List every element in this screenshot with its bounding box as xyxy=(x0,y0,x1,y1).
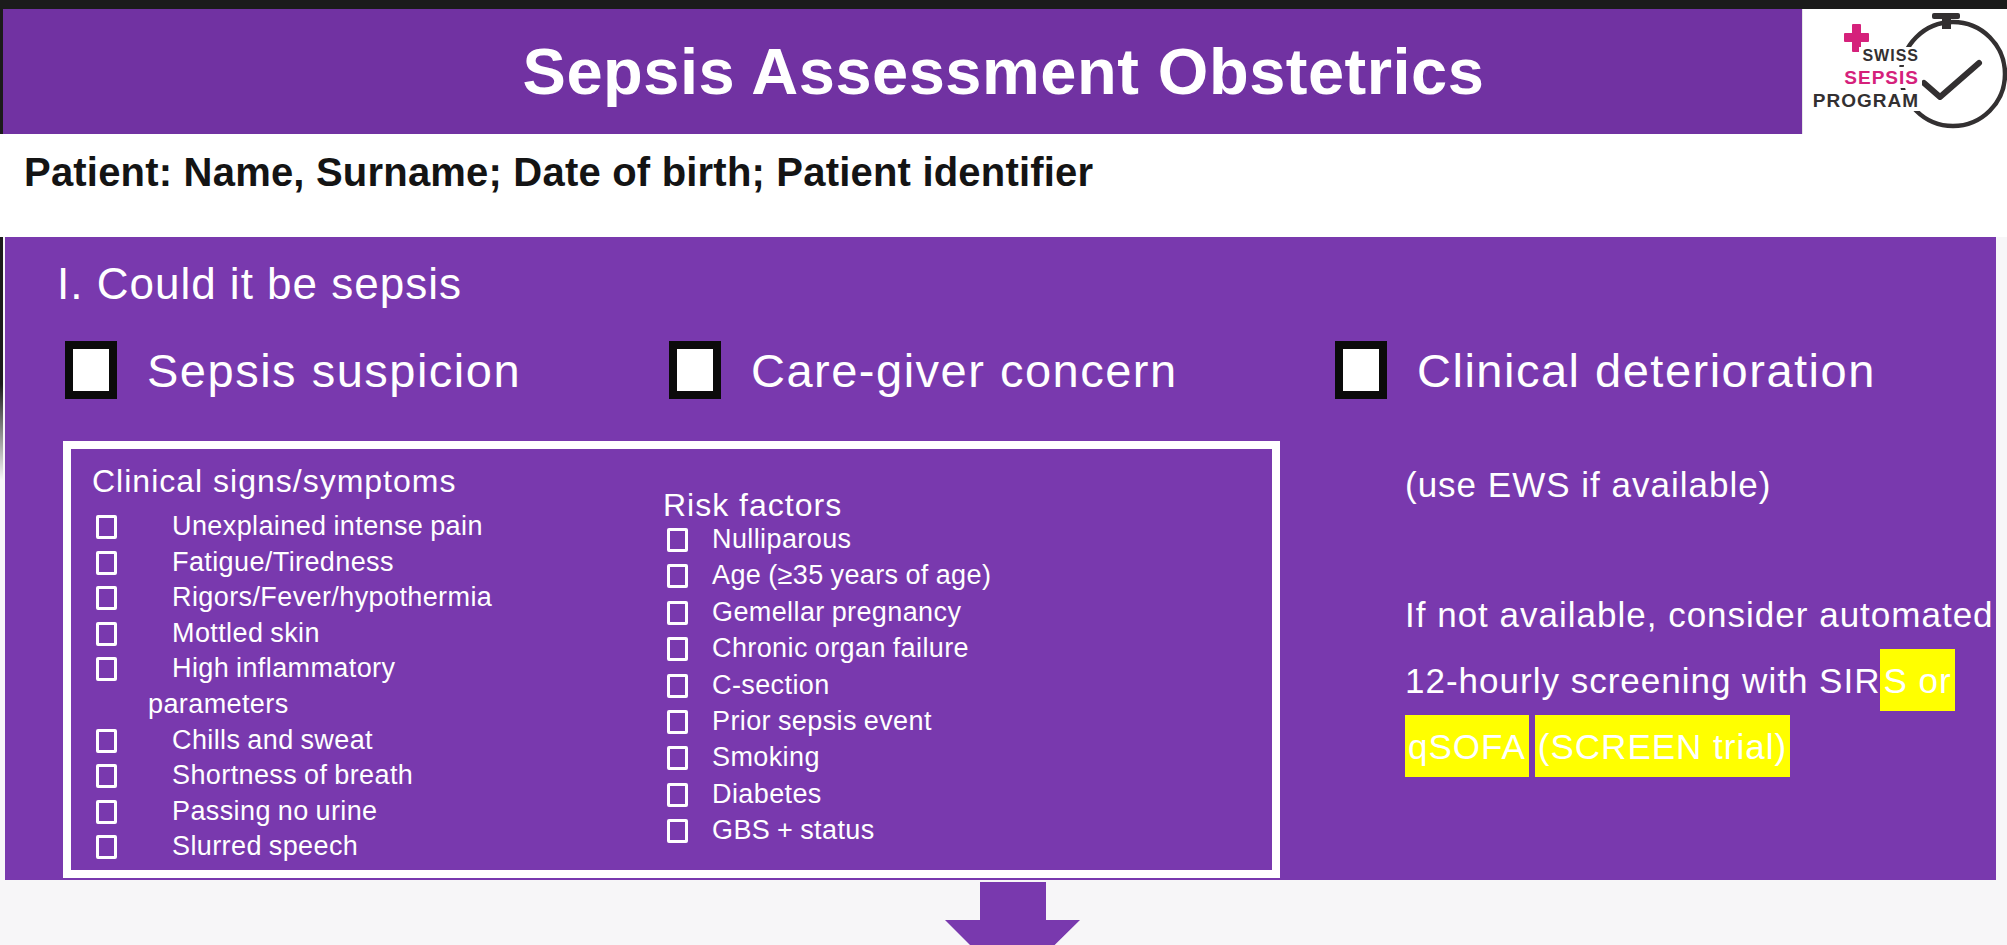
list-item: C-section xyxy=(667,668,991,704)
logo-word-swiss: SWISS xyxy=(1859,47,1922,65)
item-label: Smoking xyxy=(712,740,820,774)
could-it-be-sepsis-panel: I. Could it be sepsis Sepsis suspicion C… xyxy=(5,237,1996,880)
logo-word-program: PROGRAM xyxy=(1810,90,1922,111)
item-checkbox[interactable] xyxy=(667,528,688,552)
clinical-signs-heading: Clinical signs/symptoms xyxy=(92,463,456,500)
item-label: Shortness of breath xyxy=(172,758,413,792)
care-giver-concern-label: Care-giver concern xyxy=(751,343,1178,398)
ews-note: (use EWS if available) xyxy=(1405,465,1771,505)
item-checkbox[interactable] xyxy=(96,729,117,753)
item-label: Fatigue/Tiredness xyxy=(172,545,394,579)
swiss-sepsis-program-logo: SWISS SEPSIS PROGRAM xyxy=(1802,9,2007,137)
item-label: Chronic organ failure xyxy=(712,631,969,665)
screening-line1: If not available, consider automated xyxy=(1405,595,1994,634)
checkbox-group-care-giver-concern: Care-giver concern xyxy=(669,341,1178,399)
risk-factors-list: Nulliparous Age (≥35 years of age) Gemel… xyxy=(667,522,991,850)
item-checkbox[interactable] xyxy=(667,783,688,807)
list-item: Smoking xyxy=(667,740,991,776)
item-label: Prior sepsis event xyxy=(712,704,932,738)
list-item: Slurred speech xyxy=(96,829,492,865)
item-label: Gemellar pregnancy xyxy=(712,595,961,629)
item-checkbox[interactable] xyxy=(96,657,117,681)
clinical-deterioration-label: Clinical deterioration xyxy=(1417,343,1876,398)
list-item: Chills and sweat xyxy=(96,723,492,759)
list-item: Gemellar pregnancy xyxy=(667,595,991,631)
list-item: Passing no urine xyxy=(96,794,492,830)
item-label: GBS + status xyxy=(712,813,875,847)
item-checkbox[interactable] xyxy=(96,586,117,610)
list-item: High inflammatory xyxy=(96,651,492,687)
section-heading: I. Could it be sepsis xyxy=(57,259,462,309)
page-title: Sepsis Assessment Obstetrics xyxy=(0,9,2007,134)
item-label: Rigors/Fever/hypothermia xyxy=(172,580,492,614)
list-item: Chronic organ failure xyxy=(667,631,991,667)
sepsis-suspicion-checkbox[interactable] xyxy=(65,341,117,399)
checkbox-group-sepsis-suspicion: Sepsis suspicion xyxy=(65,341,521,399)
item-label: Chills and sweat xyxy=(172,723,373,757)
item-checkbox[interactable] xyxy=(667,710,688,734)
down-arrow xyxy=(945,882,1080,945)
item-label: Diabetes xyxy=(712,777,822,811)
item-label: Mottled skin xyxy=(172,616,320,650)
item-checkbox[interactable] xyxy=(667,637,688,661)
list-item: Shortness of breath xyxy=(96,758,492,794)
screening-line2-plain: 12-hourly screening with SIR xyxy=(1405,661,1880,700)
item-label: Slurred speech xyxy=(172,829,358,863)
item-checkbox[interactable] xyxy=(96,800,117,824)
item-label: Nulliparous xyxy=(712,522,851,556)
patient-bar: Patient: Name, Surname; Date of birth; P… xyxy=(0,134,2007,237)
patient-identity-line: Patient: Name, Surname; Date of birth; P… xyxy=(24,150,1093,195)
item-label: High inflammatory xyxy=(172,651,395,685)
window-top-bar xyxy=(0,0,2007,9)
list-item: Diabetes xyxy=(667,777,991,813)
item-label: parameters xyxy=(148,687,289,721)
list-item: Rigors/Fever/hypothermia xyxy=(96,580,492,616)
risk-factors-heading: Risk factors xyxy=(663,487,842,524)
item-checkbox[interactable] xyxy=(667,601,688,625)
list-item: Mottled skin xyxy=(96,616,492,652)
item-checkbox[interactable] xyxy=(667,564,688,588)
sepsis-suspicion-label: Sepsis suspicion xyxy=(147,343,521,398)
screening-paragraph: If not available, consider automated 12-… xyxy=(1405,582,1994,780)
screening-line3-highlight-trial: (SCREEN trial) xyxy=(1535,715,1790,777)
list-item-continuation: parameters xyxy=(96,687,492,723)
list-item: Age (≥35 years of age) xyxy=(667,558,991,594)
list-item: Fatigue/Tiredness xyxy=(96,545,492,581)
care-giver-concern-checkbox[interactable] xyxy=(669,341,721,399)
item-label: C-section xyxy=(712,668,830,702)
signs-and-risk-box: Clinical signs/symptoms Unexplained inte… xyxy=(63,441,1280,878)
screening-line3-highlight-qsofa: qSOFA xyxy=(1405,715,1529,777)
logo-wordmark: SWISS SEPSIS PROGRAM xyxy=(1810,47,1922,111)
item-checkbox[interactable] xyxy=(96,835,117,859)
screening-line2-highlight: S or xyxy=(1880,649,1954,711)
item-checkbox[interactable] xyxy=(96,764,117,788)
item-checkbox[interactable] xyxy=(667,819,688,843)
item-checkbox[interactable] xyxy=(96,515,117,539)
item-checkbox[interactable] xyxy=(667,674,688,698)
item-checkbox[interactable] xyxy=(96,622,117,646)
list-item: Nulliparous xyxy=(667,522,991,558)
clinical-deterioration-checkbox[interactable] xyxy=(1335,341,1387,399)
item-checkbox[interactable] xyxy=(667,746,688,770)
item-label: Unexplained intense pain xyxy=(172,509,483,543)
list-item: Prior sepsis event xyxy=(667,704,991,740)
item-label: Passing no urine xyxy=(172,794,378,828)
checkbox-group-clinical-deterioration: Clinical deterioration xyxy=(1335,341,1876,399)
logo-word-sepsis: SEPSIS xyxy=(1841,67,1922,88)
item-checkbox[interactable] xyxy=(96,551,117,575)
list-item: Unexplained intense pain xyxy=(96,509,492,545)
item-label: Age (≥35 years of age) xyxy=(712,558,991,592)
clinical-signs-list: Unexplained intense pain Fatigue/Tiredne… xyxy=(96,509,492,865)
list-item: GBS + status xyxy=(667,813,991,849)
